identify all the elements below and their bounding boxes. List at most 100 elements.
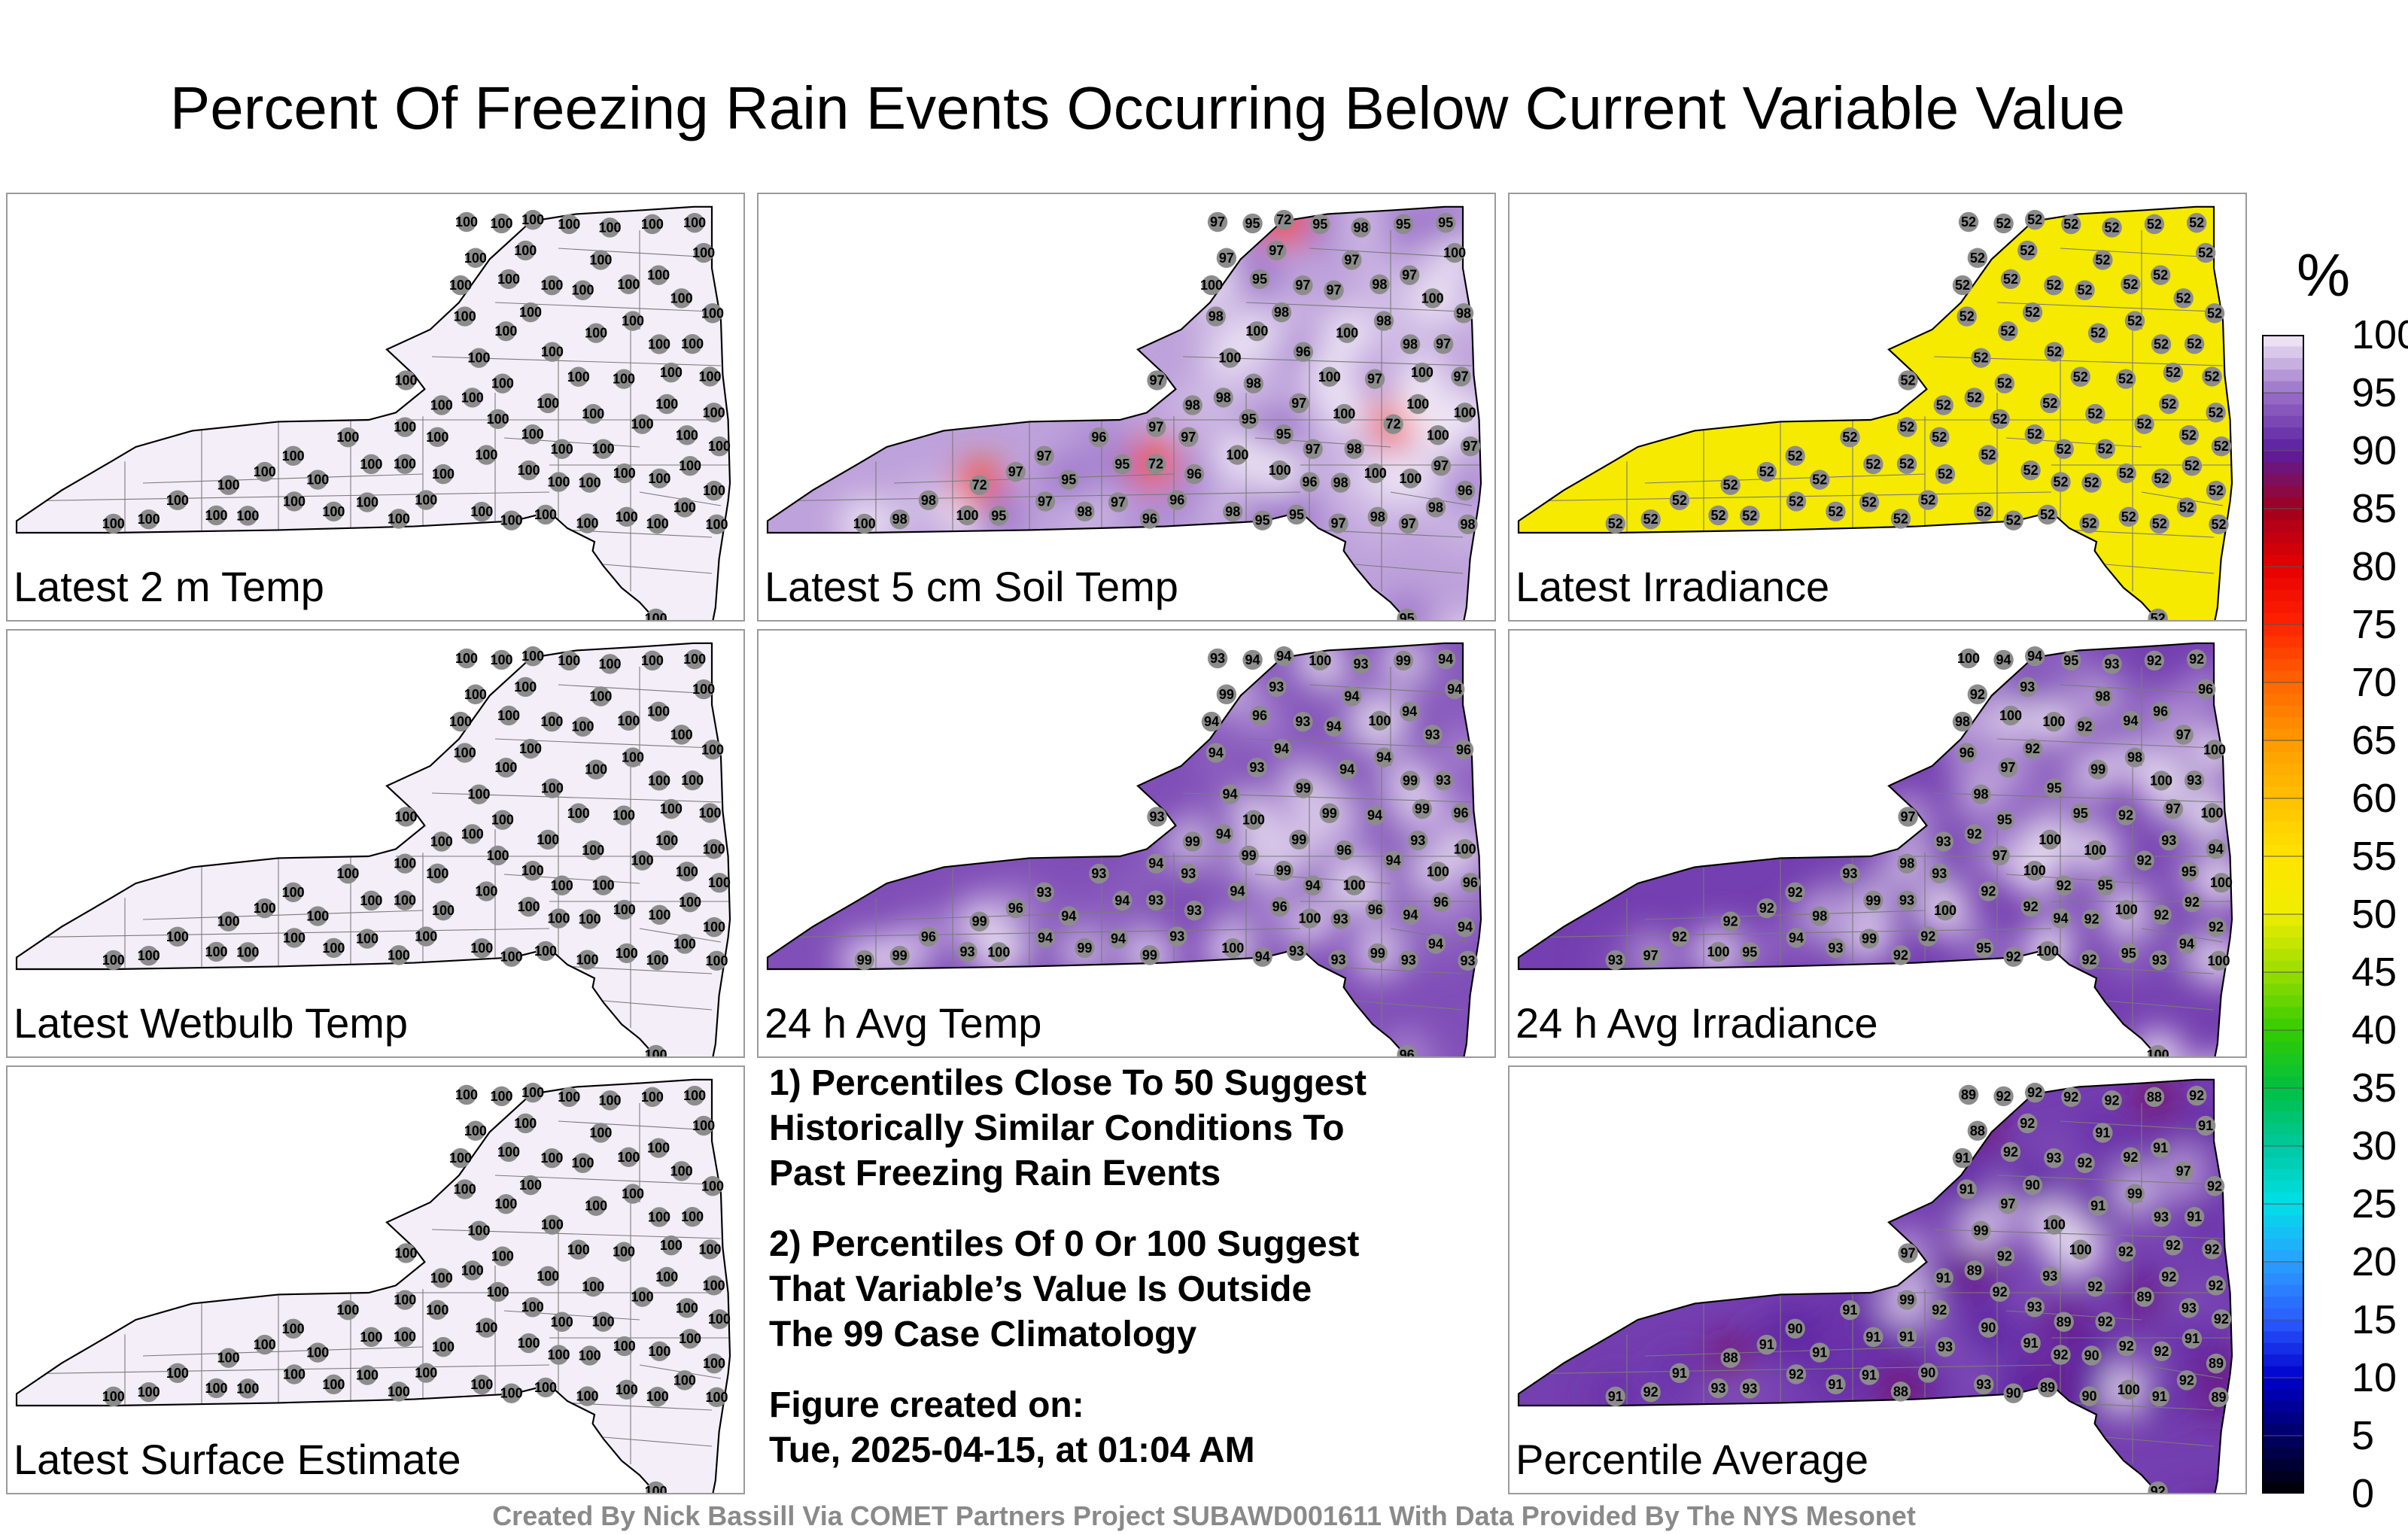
station-value: 100 [2147, 1047, 2169, 1056]
station-value: 52 [1865, 457, 1880, 472]
station-marker: 52 [1958, 211, 1979, 233]
county-line [558, 248, 713, 258]
station-dot [283, 1318, 303, 1339]
station-marker: 100 [647, 701, 670, 722]
station-value: 100 [432, 903, 455, 918]
station-value: 97 [1269, 243, 1284, 258]
station-marker: 94 [1108, 929, 1129, 949]
station-dot [462, 1260, 482, 1281]
station-marker: 100 [683, 1086, 706, 1106]
station-marker: 52 [2044, 275, 2064, 296]
station-marker: 94 [1399, 701, 1420, 722]
station-marker: 100 [540, 711, 563, 732]
county-line [603, 564, 713, 574]
station-marker: 95 [1249, 269, 1270, 290]
station-value: 100 [449, 714, 472, 729]
station-marker: 100 [394, 1290, 416, 1310]
station-dot [1431, 892, 1452, 913]
station-marker: 92 [2151, 1341, 2172, 1362]
station-marker: 100 [464, 1120, 487, 1141]
station-value: 52 [2189, 215, 2204, 230]
station-value: 100 [2069, 1242, 2092, 1257]
map-svg: 1001001001001001001001001001001001001001… [15, 205, 731, 620]
station-value: 100 [567, 1242, 590, 1257]
station-dot [2087, 323, 2109, 343]
station-marker: 92 [2020, 896, 2041, 917]
station-value: 98 [1225, 504, 1240, 519]
station-dot [361, 1327, 382, 1348]
station-dot [2000, 1141, 2021, 1163]
station-value: 100 [617, 277, 640, 292]
station-marker: 52 [1810, 470, 1830, 490]
colorbar-segment [2262, 868, 2304, 880]
station-dot [1408, 830, 1428, 851]
station-dot [2211, 1309, 2232, 1330]
station-marker: 100 [2042, 711, 2065, 732]
colorbar-segment [2262, 798, 2304, 810]
station-marker: 100 [205, 1378, 228, 1399]
station-value: 94 [1306, 878, 1321, 893]
colorbar-segment [2262, 833, 2304, 846]
station-value: 91 [1842, 1302, 1857, 1318]
colorbar-segment [2262, 659, 2304, 672]
station-marker: 100 [500, 947, 523, 967]
station-dot [573, 280, 593, 300]
station-dot [2003, 1383, 2023, 1403]
station-dot [394, 454, 415, 474]
station-value: 100 [987, 944, 1010, 959]
station-marker: 100 [1421, 288, 1444, 309]
station-dot [2178, 862, 2200, 882]
station-value: 94 [1386, 853, 1401, 868]
station-value: 100 [388, 1384, 410, 1399]
station-dot [1334, 840, 1354, 861]
station-dot [2202, 803, 2222, 823]
station-value: 100 [698, 1242, 721, 1257]
colorbar-segment [2262, 369, 2304, 382]
station-dot [1460, 873, 1481, 893]
station-value: 52 [2185, 458, 2200, 473]
credit-line: Created By Nick Bassill Via COMET Partne… [492, 1500, 1916, 1531]
station-value: 100 [449, 1150, 472, 1166]
station-dot [2003, 947, 2023, 967]
station-dot [2022, 302, 2043, 323]
station-value: 91 [1672, 1366, 1687, 1381]
station-value: 92 [2151, 1484, 2166, 1493]
station-dot [684, 649, 705, 670]
station-marker: 100 [519, 1175, 542, 1196]
station-value: 52 [2123, 277, 2138, 292]
station-dot [1252, 510, 1272, 530]
station-dot [600, 217, 620, 238]
station-dot [2093, 686, 2113, 707]
colorbar-segment [2262, 1412, 2304, 1425]
station-value: 98 [1185, 397, 1200, 412]
station-marker: 97 [1399, 265, 1420, 285]
station-dot [1425, 497, 1446, 518]
station-value: 100 [491, 216, 513, 231]
station-marker: 100 [579, 909, 601, 929]
colorbar-segment [2262, 949, 2304, 962]
station-value: 93 [1289, 944, 1304, 959]
station-value: 95 [1255, 513, 1270, 528]
station-dot [1786, 1364, 1807, 1385]
station-dot [1300, 908, 1320, 929]
station-marker: 100 [622, 1184, 644, 1204]
station-value: 100 [497, 272, 520, 287]
station-marker: 92 [2003, 947, 2023, 967]
station-dot [427, 863, 448, 883]
station-value: 92 [2209, 919, 2224, 935]
station-marker: 93 [1184, 900, 1205, 921]
colorbar-tick-label: 15 [2352, 1297, 2397, 1342]
station-dot [2020, 460, 2041, 481]
station-dot [1859, 492, 1880, 512]
station-dot [2121, 1147, 2141, 1167]
station-value: 96 [2153, 704, 2168, 719]
station-marker: 100 [461, 1260, 484, 1281]
station-value: 94 [1376, 750, 1391, 765]
station-marker: 100 [2150, 771, 2172, 791]
station-dot [1289, 393, 1309, 414]
station-marker: 100 [692, 679, 715, 700]
station-dot [2024, 1082, 2045, 1103]
station-value: 100 [599, 220, 622, 235]
station-marker: 100 [500, 1383, 523, 1403]
map-svg: 9292939292939294959798100100969798959410… [1517, 642, 2245, 1056]
